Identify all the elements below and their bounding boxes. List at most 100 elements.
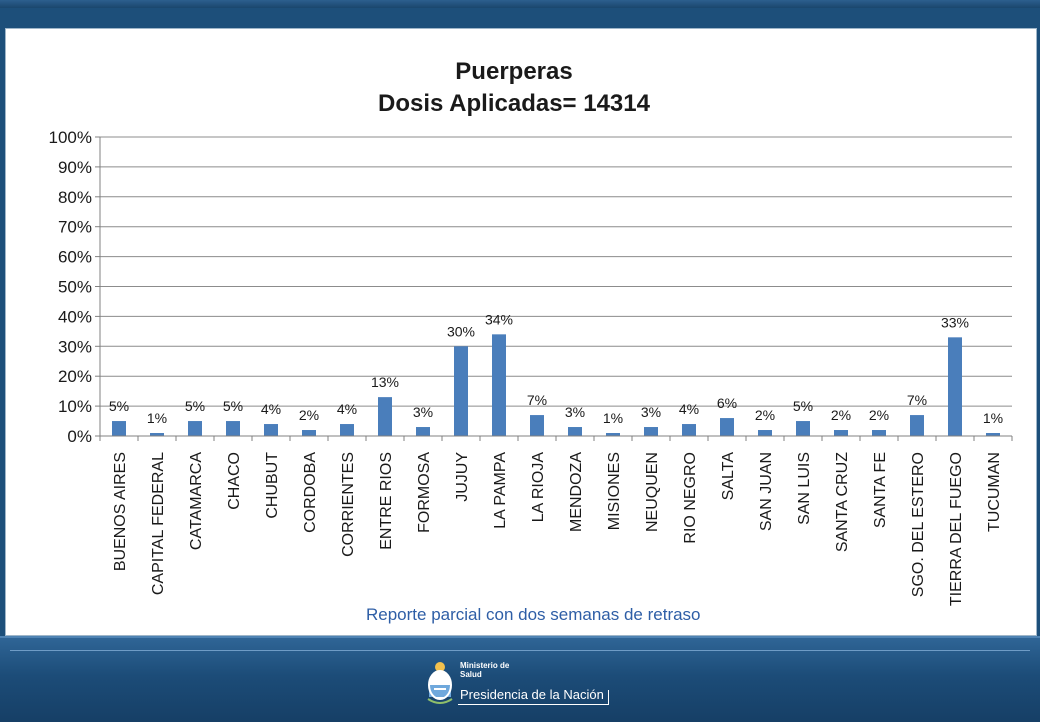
ministry-line-1: Ministerio de [460, 661, 510, 670]
x-tick-label: LA PAMPA [492, 452, 509, 529]
bar [416, 427, 430, 436]
data-label: 5% [185, 398, 205, 414]
bar [758, 430, 772, 436]
bar [454, 346, 468, 436]
bar [340, 424, 354, 436]
data-label: 1% [603, 410, 623, 426]
bar [568, 427, 582, 436]
bar [150, 433, 164, 436]
x-tick-label: CORDOBA [302, 452, 319, 533]
x-tick-label: LA RIOJA [530, 452, 547, 523]
ministry-line-2: Salud [460, 670, 482, 679]
y-tick-label: 80% [58, 188, 92, 207]
x-tick-label: SALTA [720, 452, 737, 501]
x-tick-label: SANTA CRUZ [834, 452, 851, 552]
x-tick-label: TUCUMAN [986, 452, 1003, 532]
bar [986, 433, 1000, 436]
x-tick-label: CATAMARCA [188, 452, 205, 550]
x-tick-label: NEUQUEN [644, 452, 661, 532]
footer-divider [10, 650, 1030, 651]
data-label: 3% [413, 404, 433, 420]
data-label: 5% [793, 398, 813, 414]
x-axis-ticks: BUENOS AIRES CAPITAL FEDERAL CATAMARCA CHAC… [99, 436, 1013, 606]
x-tick-label: CAPITAL FEDERAL [150, 452, 167, 595]
bar [720, 418, 734, 436]
bar [112, 421, 126, 436]
x-tick-label: ENTRE RIOS [378, 452, 395, 550]
y-tick-label: 90% [58, 158, 92, 177]
x-tick-label: CHACO [226, 452, 243, 510]
data-label: 13% [371, 374, 399, 390]
data-label: 5% [109, 398, 129, 414]
y-tick-label: 40% [58, 307, 92, 326]
data-label: 4% [261, 401, 281, 417]
ministry-name: Ministerio de Salud [460, 661, 550, 679]
bar-chart: Puerperas Dosis Aplicadas= 14314 0% 10% 20… [49, 58, 1013, 606]
data-label: 3% [641, 404, 661, 420]
bar [872, 430, 886, 436]
x-tick-label: CORRIENTES [340, 452, 357, 557]
x-tick-label: CHUBUT [264, 452, 281, 519]
ministry-logo[interactable]: Ministerio de Salud Presidencia de la Na… [425, 657, 625, 711]
y-tick-label: 50% [58, 278, 92, 297]
y-tick-label: 20% [58, 367, 92, 386]
bar [910, 415, 924, 436]
bar [834, 430, 848, 436]
bars [112, 334, 1000, 436]
chart-subtitle: Dosis Aplicadas= 14314 [378, 90, 651, 117]
presidency-name: Presidencia de la Nación [460, 687, 604, 702]
data-label: 1% [983, 410, 1003, 426]
bar [682, 424, 696, 436]
data-label: 2% [831, 407, 851, 423]
top-bar [0, 0, 1040, 8]
data-label: 34% [485, 311, 513, 327]
x-tick-label: BUENOS AIRES [112, 452, 129, 571]
bar [796, 421, 810, 436]
bar [492, 334, 506, 436]
bar [948, 337, 962, 436]
data-label: 1% [147, 410, 167, 426]
data-label: 4% [337, 401, 357, 417]
bar [530, 415, 544, 436]
x-tick-label: RIO NEGRO [682, 452, 699, 544]
x-tick-label: SAN JUAN [758, 452, 775, 531]
argentina-coat-of-arms-icon [427, 662, 453, 704]
data-label: 6% [717, 395, 737, 411]
data-label: 5% [223, 398, 243, 414]
y-tick-label: 0% [67, 427, 92, 446]
data-label: 7% [527, 392, 547, 408]
bar [644, 427, 658, 436]
bar [302, 430, 316, 436]
y-tick-label: 10% [58, 397, 92, 416]
y-tick-label: 60% [58, 248, 92, 267]
y-tick-label: 100% [49, 128, 92, 147]
data-label: 3% [565, 404, 585, 420]
y-tick-label: 30% [58, 337, 92, 356]
data-label: 2% [755, 407, 775, 423]
data-label: 2% [869, 407, 889, 423]
y-tick-label: 70% [58, 218, 92, 237]
bar [606, 433, 620, 436]
x-tick-label: FORMOSA [416, 452, 433, 533]
slide-panel [5, 28, 1037, 636]
x-tick-label: MISIONES [606, 452, 623, 530]
logo-underline [458, 704, 608, 705]
data-label: 2% [299, 407, 319, 423]
x-tick-label: SAN LUIS [796, 452, 813, 525]
x-tick-label: MENDOZA [568, 452, 585, 532]
bar [378, 397, 392, 436]
x-tick-label: SGO. DEL ESTERO [910, 452, 927, 597]
footnote: Reporte parcial con dos semanas de retra… [366, 605, 701, 624]
data-label: 30% [447, 323, 475, 339]
bar [226, 421, 240, 436]
chart-title: Puerperas [455, 58, 572, 85]
x-tick-label: SANTA FE [872, 452, 889, 528]
data-label: 33% [941, 314, 969, 330]
data-label: 4% [679, 401, 699, 417]
x-tick-label: JUJUY [454, 452, 471, 502]
bar [188, 421, 202, 436]
data-label: 7% [907, 392, 927, 408]
data-labels: 5% 1% 5% 5% 4% 2% 4% 13% 3% 30% 34% 7% 3% 1% 3% 4% 6% 2% 5… [109, 311, 1003, 426]
bar [264, 424, 278, 436]
x-tick-label: TIERRA DEL FUEGO [948, 452, 965, 606]
